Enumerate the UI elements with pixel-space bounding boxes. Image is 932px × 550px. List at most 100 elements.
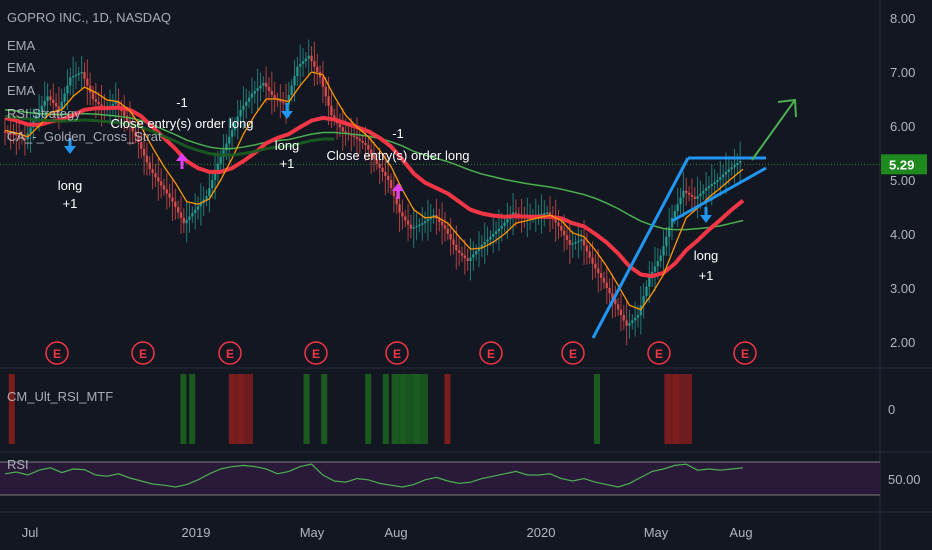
indicator-ema-3[interactable]: EMA <box>7 83 36 98</box>
candle-body <box>54 103 58 107</box>
candle-body <box>548 212 552 216</box>
signal-arrow-head <box>392 183 404 191</box>
candle-body <box>230 130 234 137</box>
candle-body <box>719 177 722 180</box>
candle-body <box>438 218 441 222</box>
candle-body <box>588 251 591 258</box>
candle-body <box>253 90 256 94</box>
candle-body <box>384 171 387 176</box>
candle-body <box>86 78 89 86</box>
indicator-rsi-strategy[interactable]: RSI Strategy <box>7 106 81 121</box>
candle-body <box>148 162 151 170</box>
candle-body <box>616 304 620 310</box>
earnings-marker <box>733 341 757 365</box>
candle-body <box>378 163 381 168</box>
rsi-pane-title[interactable]: RSI <box>7 457 29 472</box>
oscillator-bar <box>391 374 398 444</box>
candle-body <box>279 100 282 102</box>
price-tick-label: 7.00 <box>890 65 915 80</box>
earnings-marker <box>647 341 671 365</box>
candle-body <box>395 196 398 205</box>
candle-body <box>466 258 469 261</box>
oscillator-bar <box>303 374 310 444</box>
candle-body <box>281 101 285 104</box>
candle-body <box>486 239 489 243</box>
candle-body <box>88 85 92 93</box>
candle-body <box>117 101 120 107</box>
candle-body <box>157 177 160 182</box>
candle-body <box>63 93 66 102</box>
candle-body <box>341 127 344 132</box>
candle-body <box>514 212 518 214</box>
oscillator-bar <box>233 374 253 444</box>
signal-label: long <box>275 138 300 153</box>
candle-body <box>17 135 21 137</box>
candle-body <box>401 212 404 217</box>
x-axis-label: Aug <box>384 525 407 540</box>
candle-body <box>111 103 115 106</box>
candle-body <box>477 247 481 251</box>
candle-body <box>614 298 617 305</box>
candle-body <box>540 213 543 216</box>
price-tick-label: 2.00 <box>890 335 915 350</box>
candle-body <box>142 148 146 156</box>
candle-body <box>69 77 72 86</box>
candle-body <box>211 180 214 189</box>
candle-body <box>74 74 78 77</box>
signal-label: +1 <box>63 196 78 211</box>
candle-body <box>40 105 44 111</box>
candle-body <box>685 190 688 193</box>
candle-body <box>165 189 168 194</box>
candle-body <box>696 196 699 199</box>
candle-body <box>242 105 245 110</box>
rsi-line <box>4 463 744 488</box>
candle-body <box>369 149 373 155</box>
ema-slow-line <box>4 109 744 231</box>
candle-body <box>168 193 171 198</box>
price-tick-label: 4.00 <box>890 227 915 242</box>
candle-body <box>327 96 330 106</box>
candle-body <box>12 133 15 135</box>
candle-body <box>611 293 614 299</box>
candle-body <box>344 131 347 133</box>
candle-body <box>633 317 637 321</box>
candle-body <box>137 136 140 143</box>
x-axis-label: Jul <box>22 525 39 540</box>
candle-body <box>710 184 713 187</box>
oscillator-tick-label: 0 <box>888 402 895 417</box>
candle-body <box>582 239 586 246</box>
price-tick-label: 6.00 <box>890 119 915 134</box>
candle-body <box>591 257 594 264</box>
candle-body <box>179 212 183 218</box>
candle-body <box>423 221 427 224</box>
candle-body <box>352 135 356 137</box>
candle-body <box>500 225 503 229</box>
candle-body <box>60 101 63 110</box>
candle-body <box>15 134 18 136</box>
candle-body <box>375 159 379 164</box>
candle-body <box>656 261 660 267</box>
candle-body <box>250 93 254 98</box>
oscillator-bar <box>668 374 692 444</box>
candle-body <box>693 196 696 199</box>
candle-body <box>321 77 325 87</box>
candle-body <box>449 234 452 240</box>
indicator-ema-2[interactable]: EMA <box>7 60 36 75</box>
candle-body <box>605 282 608 288</box>
x-axis-label: 2020 <box>527 525 556 540</box>
candle-body <box>597 268 600 274</box>
candle-body <box>193 209 197 214</box>
candle-body <box>421 223 424 225</box>
oscillator-pane-title[interactable]: CM_Ult_RSI_MTF <box>7 389 114 404</box>
x-axis-label: Aug <box>729 525 752 540</box>
signal-label: long <box>58 178 83 193</box>
indicator-golden-cross[interactable]: CA_-_Golden_Cross_Strat <box>7 129 162 144</box>
candle-body <box>185 219 188 224</box>
candle-body <box>565 235 569 241</box>
indicator-ema-1[interactable]: EMA <box>7 38 36 53</box>
signal-arrow-head <box>176 153 188 161</box>
candle-body <box>557 222 560 226</box>
candle-body <box>299 63 302 67</box>
candle-body <box>679 197 682 205</box>
